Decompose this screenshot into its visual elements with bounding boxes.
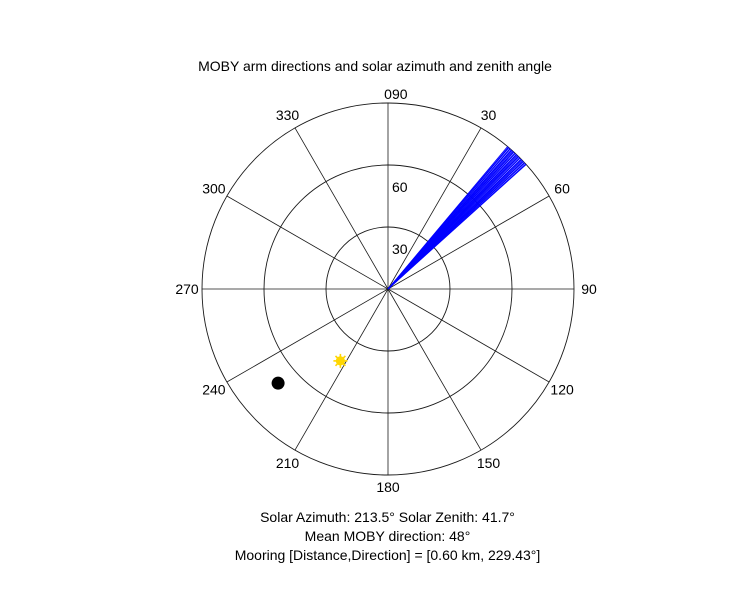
solar-caption: Solar Azimuth: 213.5° Solar Zenith: 41.7… bbox=[260, 509, 515, 525]
sun-marker bbox=[333, 353, 348, 368]
theta-tick-label: 330 bbox=[276, 107, 300, 123]
theta-tick-label: 0 bbox=[384, 86, 392, 102]
mooring-point bbox=[271, 376, 285, 390]
spoke-30 bbox=[387, 127, 482, 290]
tick-labels: 0 30 60 90 120 150 180 210 240 270 300 330 30 60 90 bbox=[175, 86, 597, 495]
r-tick-label: 90 bbox=[392, 86, 408, 102]
mooring-caption: Mooring [Distance,Direction] = [0.60 km,… bbox=[234, 547, 541, 563]
spoke-150 bbox=[387, 288, 482, 451]
ring-90 bbox=[201, 102, 575, 476]
moby-direction-caption: Mean MOBY direction: 48° bbox=[304, 528, 471, 544]
spoke-240 bbox=[226, 288, 389, 383]
theta-tick-label: 300 bbox=[202, 181, 226, 197]
spoke-330 bbox=[294, 127, 389, 290]
spoke-210 bbox=[294, 288, 389, 451]
spoke-120 bbox=[387, 288, 550, 383]
spoke-300 bbox=[226, 195, 389, 290]
ring-30 bbox=[325, 226, 451, 352]
theta-tick-label: 30 bbox=[481, 107, 497, 123]
chart-title: MOBY arm directions and solar azimuth an… bbox=[198, 58, 552, 74]
r-tick-label: 30 bbox=[392, 241, 408, 257]
theta-tick-label: 210 bbox=[276, 455, 300, 471]
theta-tick-label: 150 bbox=[477, 455, 501, 471]
theta-tick-label: 60 bbox=[554, 181, 570, 197]
sun-disc bbox=[335, 356, 345, 366]
theta-tick-label: 120 bbox=[550, 382, 574, 398]
spoke-60 bbox=[387, 195, 550, 290]
ring-60 bbox=[263, 164, 513, 414]
theta-tick-label: 240 bbox=[202, 382, 226, 398]
theta-tick-label: 270 bbox=[175, 281, 199, 297]
theta-tick-label: 90 bbox=[581, 281, 597, 297]
polar-grid bbox=[201, 102, 575, 476]
r-tick-label: 60 bbox=[392, 179, 408, 195]
theta-tick-label: 180 bbox=[376, 479, 400, 495]
moby-arm-ray bbox=[387, 164, 527, 290]
data-layer bbox=[271, 146, 527, 390]
